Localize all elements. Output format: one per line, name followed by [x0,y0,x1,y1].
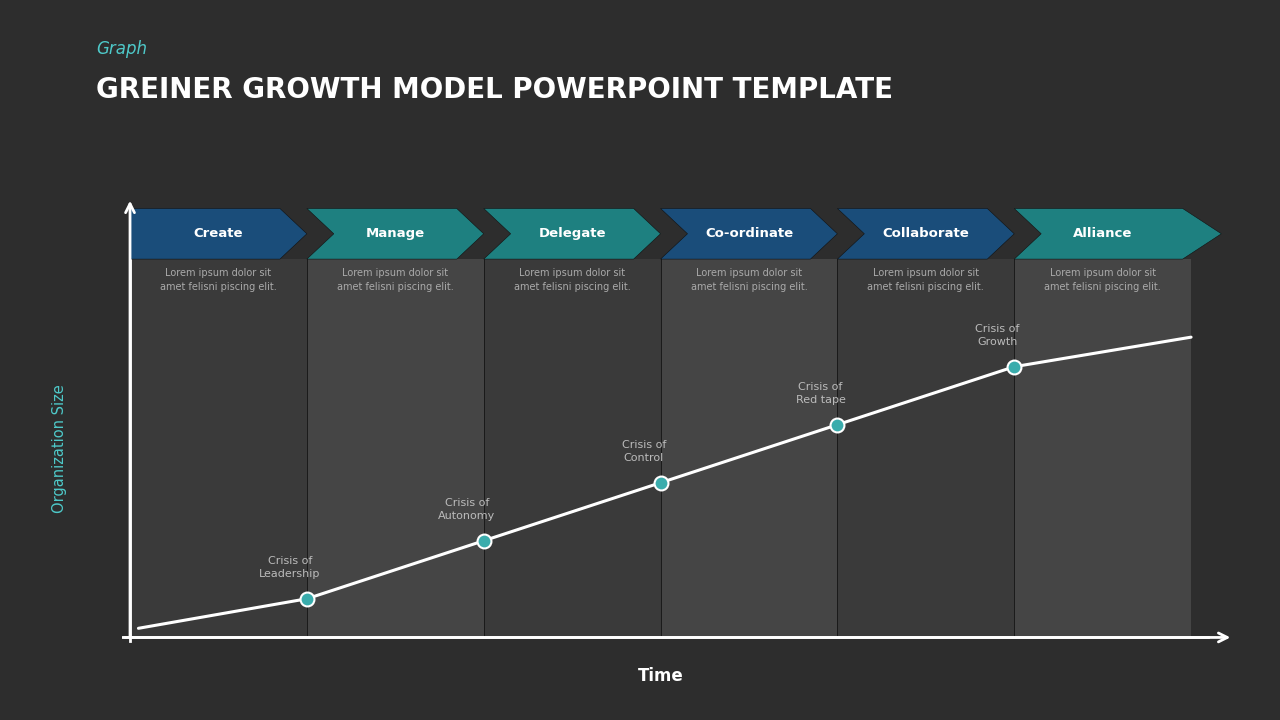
Text: Lorem ipsum dolor sit
amet felisni piscing elit.: Lorem ipsum dolor sit amet felisni pisci… [1044,268,1161,292]
Text: Crisis of
Leadership: Crisis of Leadership [260,556,321,579]
Text: Collaborate: Collaborate [882,228,969,240]
Text: Crisis of
Autonomy: Crisis of Autonomy [438,498,495,521]
Bar [484,259,660,637]
Point [650,477,671,488]
Polygon shape [307,209,484,259]
Point [474,535,494,546]
Text: Lorem ipsum dolor sit
amet felisni piscing elit.: Lorem ipsum dolor sit amet felisni pisci… [868,268,984,292]
Text: Crisis of
Control: Crisis of Control [622,440,666,463]
Polygon shape [1014,209,1221,259]
Polygon shape [131,209,307,259]
Text: GREINER GROWTH MODEL POWERPOINT TEMPLATE: GREINER GROWTH MODEL POWERPOINT TEMPLATE [96,76,893,104]
Point [1004,361,1024,372]
Text: Lorem ipsum dolor sit
amet felisni piscing elit.: Lorem ipsum dolor sit amet felisni pisci… [513,268,631,292]
Text: Co-ordinate: Co-ordinate [705,228,794,240]
Text: Organization Size: Organization Size [51,384,67,513]
Text: Lorem ipsum dolor sit
amet felisni piscing elit.: Lorem ipsum dolor sit amet felisni pisci… [691,268,808,292]
Point [297,593,317,605]
Bar [837,259,1014,637]
Text: Lorem ipsum dolor sit
amet felisni piscing elit.: Lorem ipsum dolor sit amet felisni pisci… [337,268,453,292]
Bar [131,259,307,637]
Bar [307,259,484,637]
Text: Lorem ipsum dolor sit
amet felisni piscing elit.: Lorem ipsum dolor sit amet felisni pisci… [160,268,276,292]
Text: Manage: Manage [366,228,425,240]
Text: Create: Create [193,228,243,240]
Text: Delegate: Delegate [539,228,605,240]
Polygon shape [484,209,660,259]
Text: Time: Time [637,667,684,685]
Point [827,419,847,431]
Text: Alliance: Alliance [1073,228,1133,240]
Polygon shape [660,209,837,259]
Text: Graph: Graph [96,40,147,58]
Bar [1014,259,1192,637]
Polygon shape [837,209,1014,259]
Bar [660,259,837,637]
Text: Crisis of
Growth: Crisis of Growth [975,324,1020,347]
Text: Crisis of
Red tape: Crisis of Red tape [796,382,846,405]
